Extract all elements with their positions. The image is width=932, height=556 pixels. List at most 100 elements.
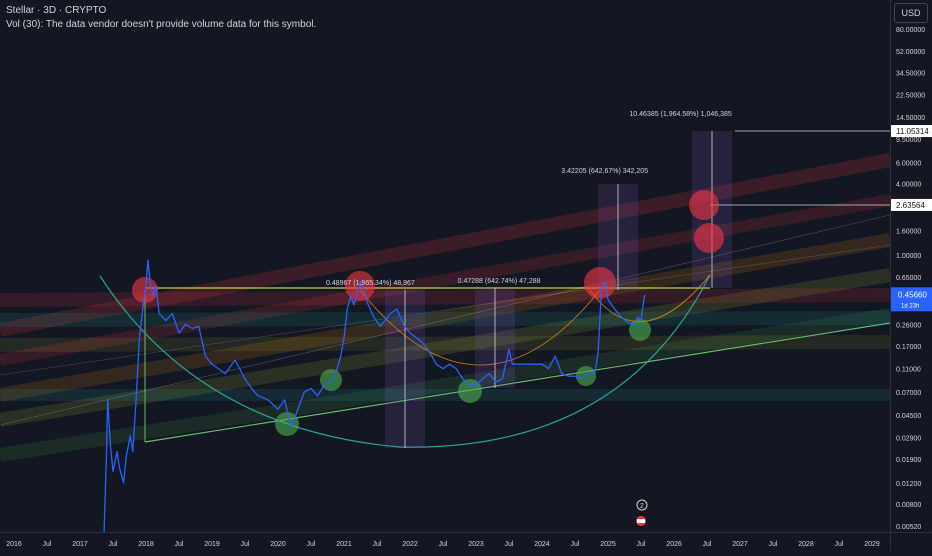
time-tick-label: 2029 <box>864 541 880 548</box>
price-tick-label: 9.50000 <box>896 137 921 144</box>
countdown-label: 1d 23h <box>901 303 919 309</box>
channel-band <box>0 308 890 462</box>
price-axis[interactable]: 80.00000 52.00000 34.50000 22.50000 14.50000… <box>890 0 932 532</box>
measure-label: 0.48967 (1,965.34%) 48,967 <box>326 280 415 287</box>
price-tick-label: 0.65000 <box>896 275 921 282</box>
time-tick-label: 2019 <box>204 541 220 548</box>
volume-label: Vol (30): <box>6 19 44 30</box>
exchange: CRYPTO <box>64 5 107 16</box>
chart-legend: Stellar · 3D · CRYPTO Vol (30): The data… <box>6 4 316 32</box>
annotations: 0.48967 (1,965.34%) 48,967 0.47288 (642.7… <box>326 111 732 287</box>
measure-label: 0.47288 (642.74%) 47,288 <box>458 278 541 285</box>
event-count-label: 2 <box>640 503 644 510</box>
cup-arc <box>99 274 711 448</box>
time-tick-label: Jul <box>703 541 712 548</box>
support-circle <box>320 369 342 391</box>
timeframe: 3D <box>43 5 57 16</box>
price-tick-label: 1.60000 <box>896 229 921 236</box>
flag-icon-stripe <box>637 519 645 523</box>
price-marker-label: 11.05314 <box>896 127 929 136</box>
time-tick-label: Jul <box>439 541 448 548</box>
price-tick-label: 4.00000 <box>896 181 921 188</box>
price-marker-badge <box>891 198 932 211</box>
time-tick-label: Jul <box>109 541 118 548</box>
price-marker-label: 2.63564 <box>896 201 925 210</box>
channel-band <box>0 335 890 352</box>
last-price-label: 0.45660 <box>898 290 927 299</box>
measure-label: 3.42205 (642.67%) 342,205 <box>561 168 648 175</box>
channel-band <box>0 311 890 327</box>
time-tick-label: Jul <box>835 541 844 548</box>
time-tick-label: Jul <box>769 541 778 548</box>
price-tick-label: 14.50000 <box>896 115 925 122</box>
price-tick-label: 0.00520 <box>896 524 921 531</box>
price-tick-label: 80.00000 <box>896 27 925 34</box>
price-axis-labels: 80.00000 52.00000 34.50000 22.50000 14.50000… <box>891 27 932 531</box>
time-axis-labels: 2016 Jul 2017 Jul 2018 Jul 2019 Jul 2020 Jul 2021 J… <box>6 541 880 548</box>
channel-band <box>0 194 890 366</box>
price-tick-label: 6.00000 <box>896 161 921 168</box>
axis-corner <box>890 532 932 551</box>
last-price-badge <box>891 287 932 312</box>
time-tick-label: 2021 <box>336 541 352 548</box>
time-tick-label: 2026 <box>666 541 682 548</box>
time-axis[interactable]: 2016 Jul 2017 Jul 2018 Jul 2019 Jul 2020 Jul 2021 J… <box>0 532 890 551</box>
price-tick-label: 0.01900 <box>896 457 921 464</box>
time-tick-label: 2025 <box>600 541 616 548</box>
trend-lines <box>0 214 890 448</box>
time-tick-label: 2028 <box>798 541 814 548</box>
price-marker-badge <box>891 125 932 138</box>
thin-channel-line <box>0 214 890 426</box>
event-count-icon <box>636 499 648 511</box>
thin-channel-line <box>0 244 890 376</box>
time-tick-label: 2017 <box>72 541 88 548</box>
resistance-circle <box>584 267 616 299</box>
resistance-circle <box>345 271 375 301</box>
inner-arc <box>359 289 601 366</box>
time-tick-label: 2023 <box>468 541 484 548</box>
price-tick-label: 0.04500 <box>896 413 921 420</box>
time-tick-label: 2018 <box>138 541 154 548</box>
time-tick-label: Jul <box>571 541 580 548</box>
time-tick-label: Jul <box>175 541 184 548</box>
time-tick-label: 2016 <box>6 541 22 548</box>
measure-label: 10.46385 (1,964.58%) 1,046,385 <box>629 111 731 118</box>
volume-row: Vol (30): The data vendor doesn't provid… <box>6 18 316 32</box>
time-tick-label: Jul <box>241 541 250 548</box>
price-tick-label: 0.02900 <box>896 435 921 442</box>
resistance-circle <box>689 190 719 220</box>
support-trendline <box>144 322 890 443</box>
volume-message: The data vendor doesn't provide volume d… <box>45 19 317 30</box>
separator: · <box>37 5 41 16</box>
channel-band <box>0 268 890 427</box>
time-tick-label: Jul <box>373 541 382 548</box>
separator: · <box>58 5 63 16</box>
price-tick-label: 52.00000 <box>896 49 925 56</box>
price-line <box>103 259 646 532</box>
price-tick-label: 0.00800 <box>896 502 921 509</box>
symbol-name: Stellar <box>6 5 35 16</box>
price-tick-label: 22.50000 <box>896 92 925 99</box>
price-tick-label: 0.11000 <box>896 367 921 374</box>
time-tick-label: Jul <box>505 541 514 548</box>
time-tick-label: Jul <box>637 541 646 548</box>
time-tick-label: 2024 <box>534 541 550 548</box>
price-tick-label: 0.01200 <box>896 481 921 488</box>
time-tick-label: 2020 <box>270 541 286 548</box>
support-circle <box>629 319 651 341</box>
price-tick-label: 0.17000 <box>896 344 921 351</box>
support-circle <box>275 412 299 436</box>
trend-bands <box>0 153 890 462</box>
time-tick-label: Jul <box>43 541 52 548</box>
price-tick-label: 0.26000 <box>896 322 921 329</box>
time-tick-label: 2022 <box>402 541 418 548</box>
time-tick-label: Jul <box>307 541 316 548</box>
symbol-row[interactable]: Stellar · 3D · CRYPTO <box>6 4 316 18</box>
resistance-circle <box>694 223 724 253</box>
price-tick-label: 1.00000 <box>896 253 921 260</box>
currency-button[interactable]: USD <box>894 3 928 23</box>
channel-band <box>0 233 890 402</box>
price-tick-label: 34.50000 <box>896 70 925 77</box>
